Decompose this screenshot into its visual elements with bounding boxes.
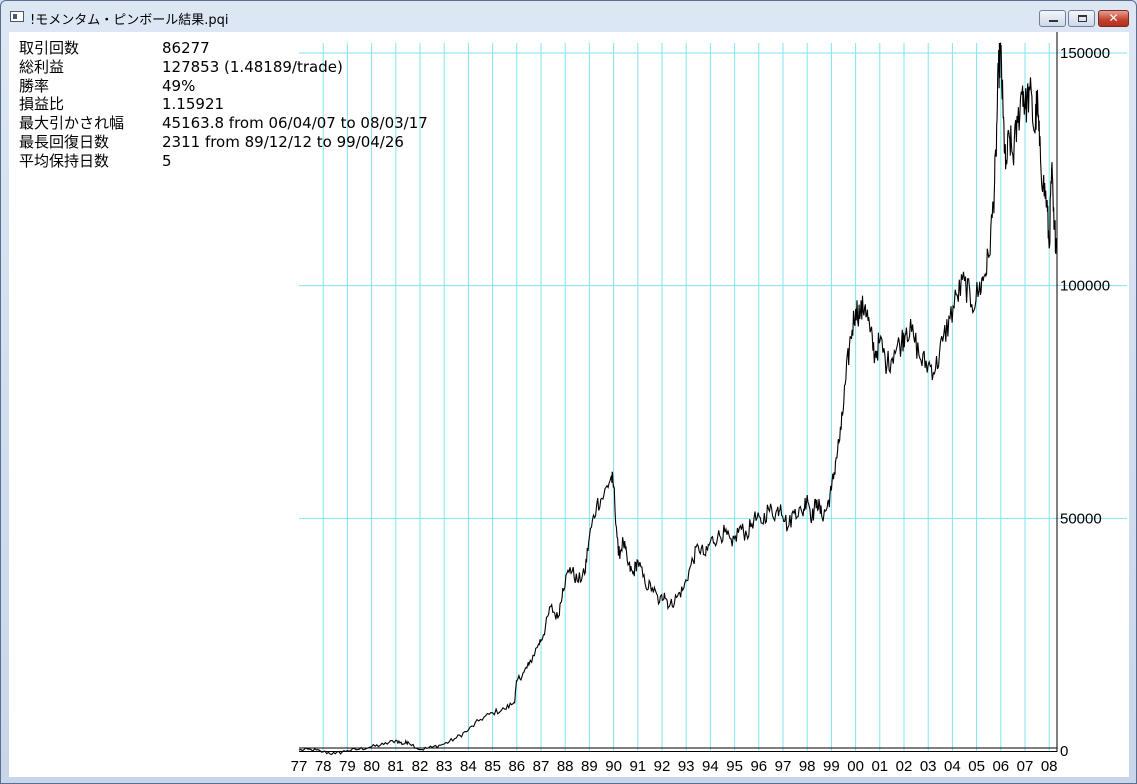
x-tick-label: 79 [339, 758, 356, 775]
stat-value: 2311 from 89/12/12 to 99/04/26 [162, 132, 404, 151]
stat-value: 1.15921 [162, 95, 225, 114]
x-tick-label: 07 [1017, 758, 1034, 775]
horizontal-gridlines [299, 52, 1127, 519]
stat-label: 最長回復日数 [19, 132, 110, 151]
x-tick-label: 99 [823, 758, 840, 775]
x-tick-label: 98 [799, 758, 816, 775]
x-tick-label: 77 [291, 758, 308, 775]
x-tick-label: 80 [363, 758, 380, 775]
x-tick-label: 00 [847, 758, 864, 775]
x-tick-label: 08 [1041, 758, 1058, 775]
y-tick-labels: 150000 100000 50000 0 [1060, 45, 1110, 760]
maximize-icon [1078, 15, 1087, 22]
minimize-button[interactable] [1039, 10, 1066, 27]
x-tick-label: 86 [508, 758, 525, 775]
stat-label: 総利益 [19, 57, 65, 76]
x-tick-labels: 77 78 79 80 81 82 83 84 85 86 87 88 89 90 91 92 93 94 95 96… [291, 758, 1058, 775]
chart-area: 77 78 79 80 81 82 83 84 85 86 87 88 89 90 91 92 93 94 95 96… [9, 32, 1129, 777]
x-tick-label: 89 [581, 758, 598, 775]
x-tick-label: 02 [896, 758, 913, 775]
x-tick-label: 01 [871, 758, 888, 775]
equity-chart: 77 78 79 80 81 82 83 84 85 86 87 88 89 90 91 92 93 94 95 96… [291, 32, 1127, 775]
x-tick-label: 84 [460, 758, 477, 775]
x-tick-label: 97 [775, 758, 792, 775]
vertical-gridlines [322, 43, 1050, 751]
stat-label: 最大引かされ幅 [19, 114, 125, 133]
stat-label: 平均保持日数 [19, 151, 110, 170]
window-title: !モメンタム・ピンボール結果.pqi [30, 13, 229, 28]
close-button[interactable]: ✕ [1098, 10, 1129, 27]
stat-value: 5 [162, 151, 172, 170]
x-tick-label: 88 [557, 758, 574, 775]
x-tick-label: 85 [484, 758, 501, 775]
y-tick-label: 100000 [1060, 278, 1110, 295]
maximize-button[interactable] [1068, 10, 1095, 27]
stat-value: 127853 (1.48189/trade) [162, 57, 343, 76]
x-tick-label: 93 [678, 758, 695, 775]
stat-label: 取引回数 [19, 39, 80, 57]
x-tick-label: 04 [944, 758, 961, 775]
window-icon[interactable] [10, 11, 24, 22]
minimize-icon [1049, 20, 1058, 22]
close-icon: ✕ [1108, 11, 1119, 25]
x-tick-label: 92 [654, 758, 671, 775]
x-tick-label: 81 [387, 758, 404, 775]
x-tick-label: 05 [968, 758, 985, 775]
stat-label: 損益比 [19, 95, 65, 114]
x-tick-label: 96 [750, 758, 767, 775]
x-tick-label: 91 [629, 758, 646, 775]
stat-label: 勝率 [19, 76, 50, 95]
x-tick-label: 03 [920, 758, 937, 775]
y-tick-label: 150000 [1060, 45, 1110, 62]
x-tick-label: 82 [412, 758, 429, 775]
equity-series [298, 42, 1057, 756]
chart-axes [299, 32, 1058, 752]
x-tick-label: 87 [533, 758, 550, 775]
x-tick-label: 95 [726, 758, 743, 775]
stat-value: 45163.8 from 06/04/07 to 08/03/17 [162, 114, 428, 133]
stat-value: 86277 [162, 39, 210, 57]
x-tick-label: 06 [992, 758, 1009, 775]
x-tick-label: 90 [605, 758, 622, 775]
y-tick-label: 50000 [1060, 510, 1102, 527]
x-tick-label: 78 [315, 758, 332, 775]
stat-value: 49% [162, 76, 196, 95]
x-tick-label: 83 [436, 758, 453, 775]
x-tick-label: 94 [702, 758, 719, 775]
title-bar[interactable]: !モメンタム・ピンボール結果.pqi ✕ [1, 1, 1136, 31]
y-tick-label: 0 [1060, 743, 1068, 760]
equity-curve-line [298, 42, 1057, 756]
